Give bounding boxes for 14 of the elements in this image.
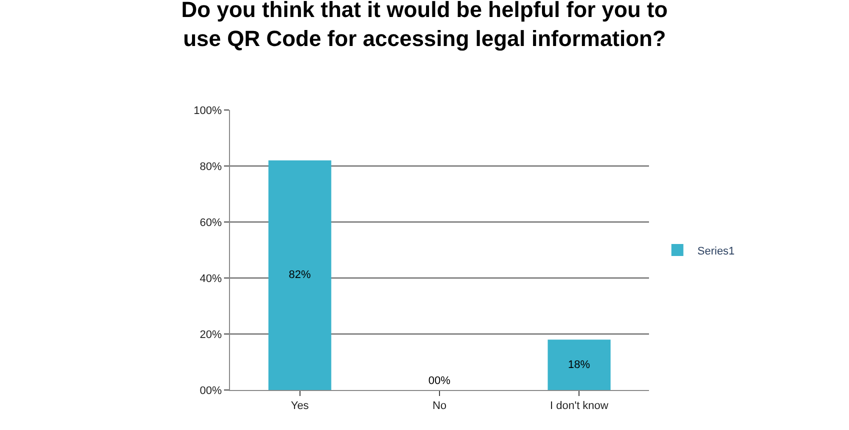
- y-tick-label: 100%: [194, 104, 222, 117]
- data-label: 18%: [568, 358, 590, 371]
- chart-title: Do you think that it would be helpful for you to use QR Code for accessing legal information?: [181, 0, 668, 51]
- x-tick-label: I don't know: [550, 400, 608, 412]
- y-tick-label: 40%: [200, 272, 222, 285]
- y-tick-label: 60%: [200, 216, 222, 229]
- y-tick-label: 00%: [200, 384, 222, 397]
- y-tick-label: 20%: [200, 328, 222, 341]
- data-label: 00%: [428, 375, 451, 387]
- legend-label: Series1: [697, 245, 735, 258]
- data-label: 82%: [288, 269, 311, 282]
- y-tick-label: 80%: [200, 160, 222, 173]
- x-tick-label: No: [432, 400, 447, 412]
- x-tick-label: Yes: [290, 400, 310, 412]
